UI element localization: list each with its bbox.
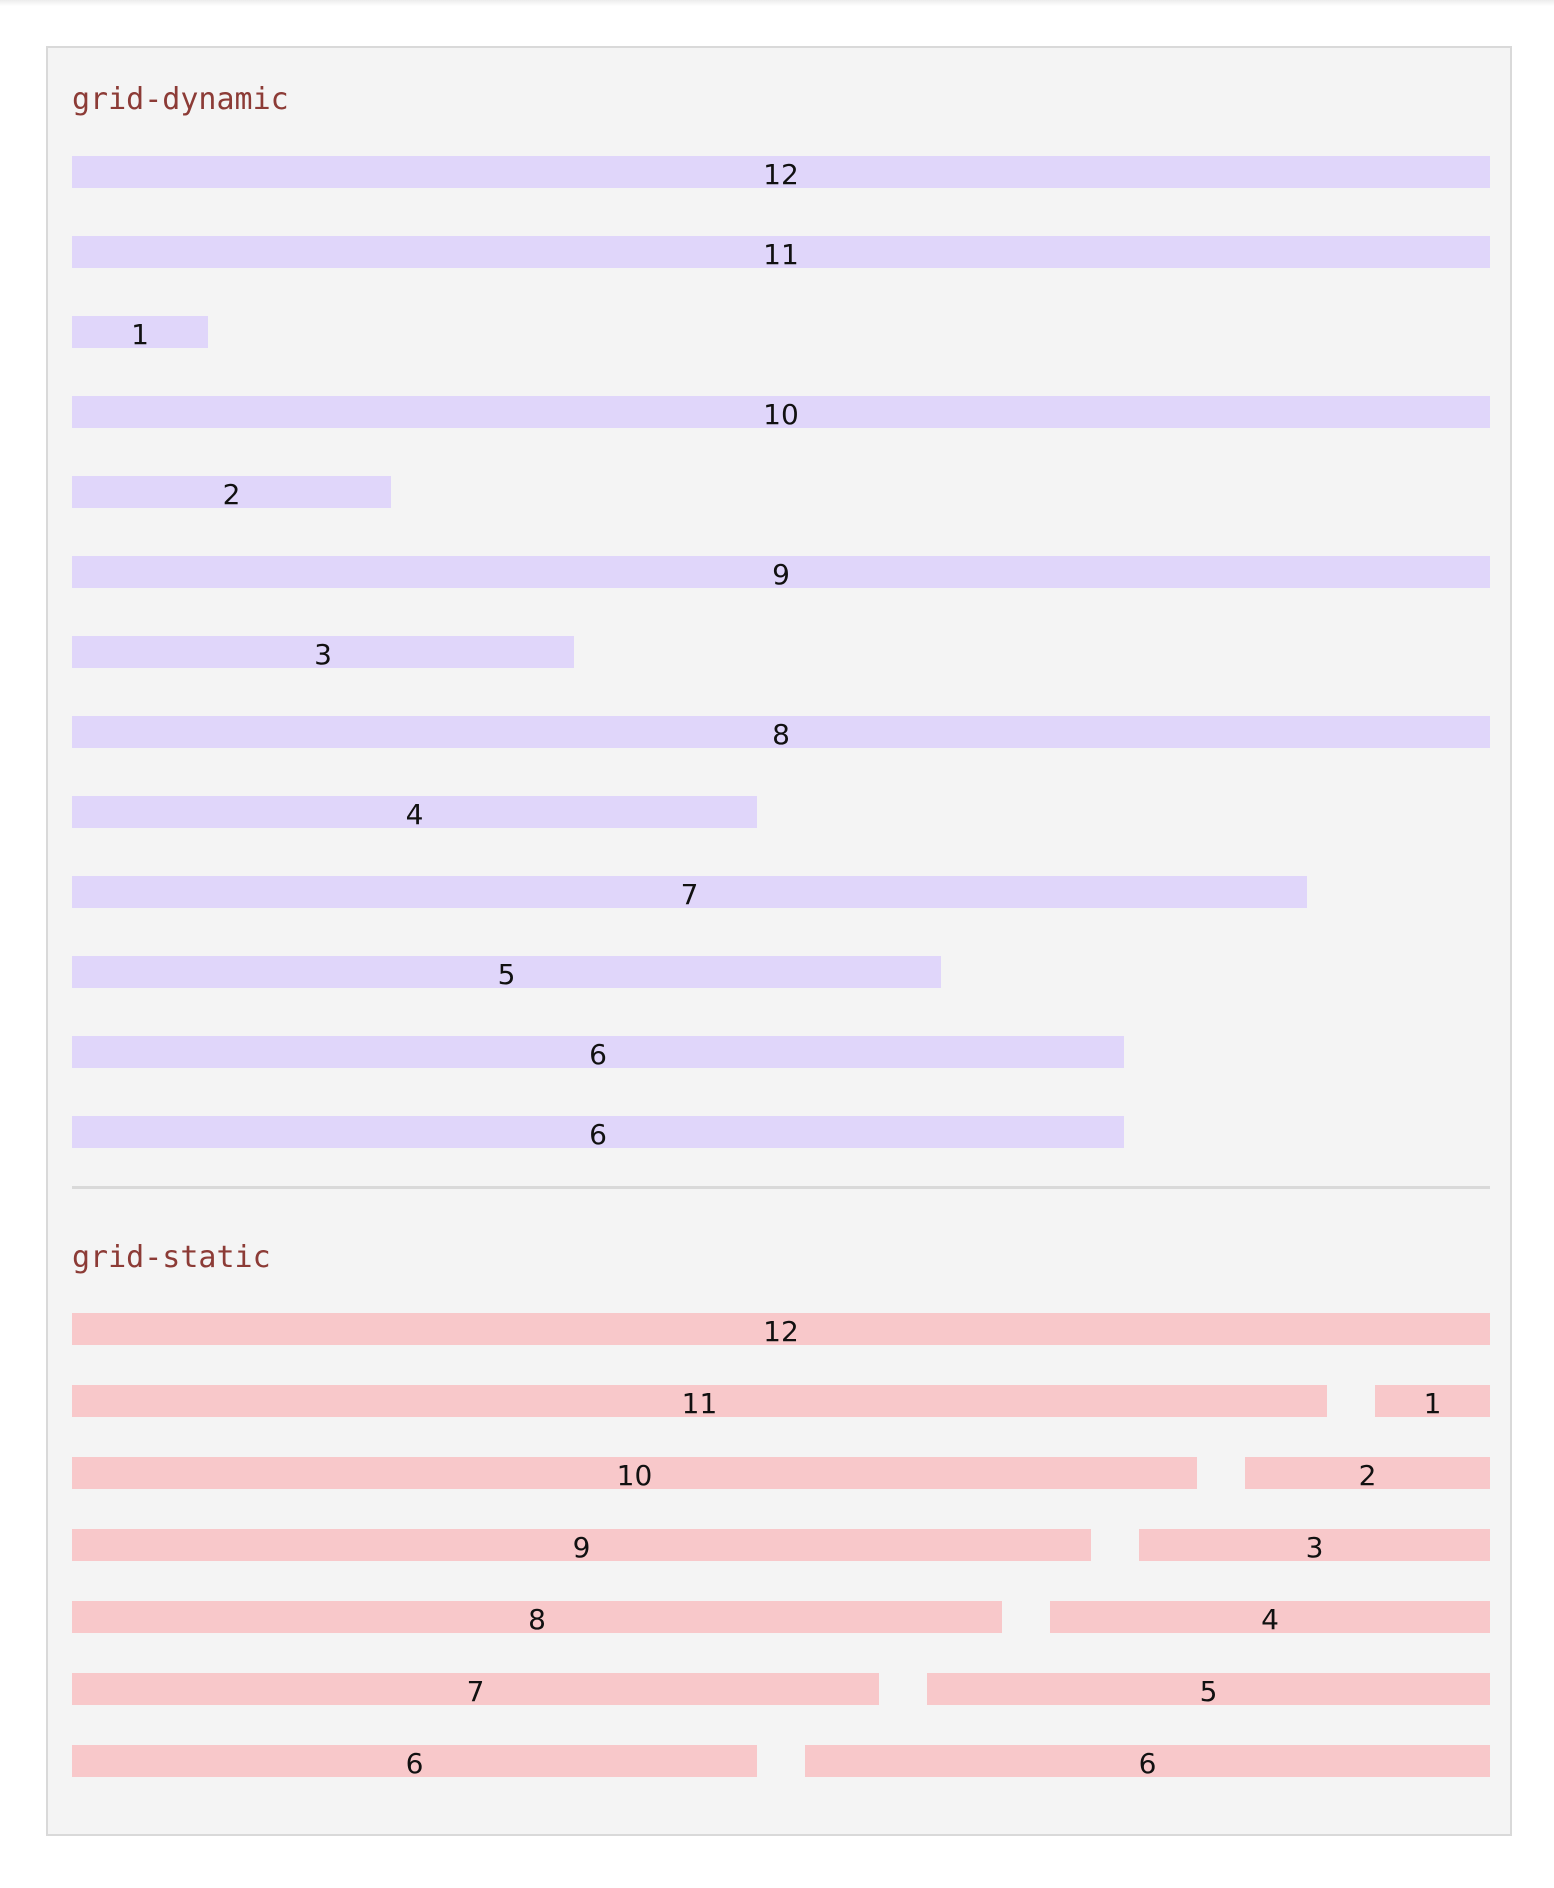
- dynamic-cell: 10: [72, 396, 1490, 431]
- dynamic-cell: 8: [72, 716, 1490, 751]
- dynamic-cell: 1: [72, 316, 208, 351]
- dynamic-cell: 5: [72, 956, 941, 991]
- dynamic-cell: 7: [72, 876, 1307, 911]
- dynamic-cell: 4: [72, 796, 757, 831]
- dynamic-cell: 11: [72, 236, 1490, 271]
- window-top-edge: [0, 0, 1554, 6]
- static-cell: 2: [1245, 1457, 1490, 1492]
- static-cell: 10: [72, 1457, 1197, 1492]
- static-cell: 8: [72, 1601, 1002, 1636]
- static-cell: 5: [927, 1673, 1490, 1708]
- static-cell: 6: [72, 1745, 757, 1780]
- dynamic-cell: 6: [72, 1036, 1124, 1071]
- static-cell: 1: [1375, 1385, 1490, 1420]
- static-cell: 6: [805, 1745, 1490, 1780]
- static-cell: 11: [72, 1385, 1327, 1420]
- dynamic-cell: 2: [72, 476, 391, 511]
- static-cell: 7: [72, 1673, 879, 1708]
- static-cell: 4: [1050, 1601, 1490, 1636]
- dynamic-cell: 12: [72, 156, 1490, 191]
- dynamic-cell: 9: [72, 556, 1490, 591]
- grid-static-title: grid-static: [72, 1240, 271, 1275]
- grid-demo-panel: grid-dynamic 12 11 1 10 2 9 3 8 4 7 5 6 …: [46, 46, 1512, 1836]
- static-cell: 3: [1139, 1529, 1490, 1564]
- static-cell: 12: [72, 1313, 1490, 1348]
- grid-dynamic-title: grid-dynamic: [72, 82, 289, 117]
- section-divider: [72, 1186, 1490, 1189]
- dynamic-cell: 6: [72, 1116, 1124, 1151]
- static-cell: 9: [72, 1529, 1091, 1564]
- dynamic-cell: 3: [72, 636, 574, 671]
